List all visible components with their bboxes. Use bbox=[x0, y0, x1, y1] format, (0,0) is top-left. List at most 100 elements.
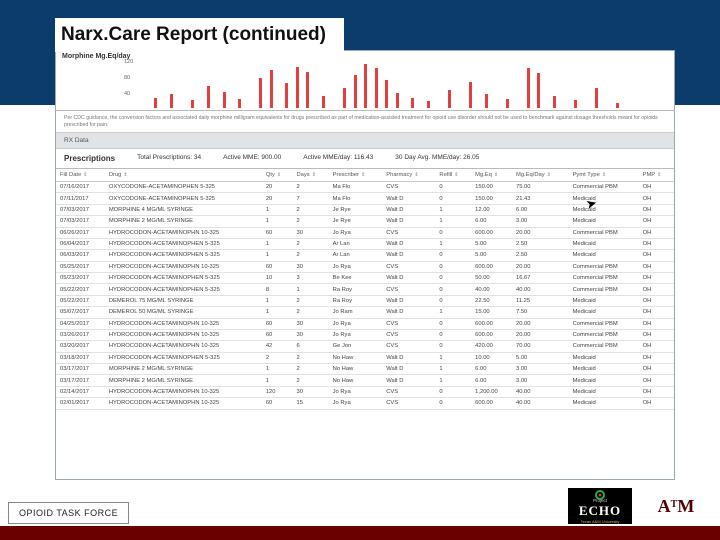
table-cell: 2 bbox=[292, 182, 328, 193]
table-cell: 60 bbox=[262, 398, 293, 409]
echo-ring-icon bbox=[595, 490, 605, 500]
table-cell: OH bbox=[639, 216, 674, 227]
table-row[interactable]: 04/25/2017HYDROCODON-ACETAMINOPHN 10-325… bbox=[56, 318, 674, 329]
table-cell: 22.50 bbox=[471, 295, 512, 306]
table-row[interactable]: 05/23/2017HYDROCODON-ACETAMINOPHEN 5-325… bbox=[56, 273, 674, 284]
table-row[interactable]: 05/22/2017DEMEROL 75 MG/ML SYRINGE12Ra R… bbox=[56, 295, 674, 306]
sort-icon[interactable]: ⇕ bbox=[312, 172, 316, 178]
column-header[interactable]: Pymt Type⇕ bbox=[569, 169, 639, 182]
footer-task-force-label: OPIOID TASK FORCE bbox=[8, 502, 129, 524]
table-cell: Walt D bbox=[382, 375, 435, 386]
table-cell: 03/18/2017 bbox=[56, 352, 105, 363]
chart-bar bbox=[616, 103, 619, 108]
table-cell: Medicaid bbox=[569, 364, 639, 375]
table-row[interactable]: 07/03/2017MORPHINE 2 MG/ML SYRINGE12Je R… bbox=[56, 216, 674, 227]
table-row[interactable]: 07/11/2017OXYCODONE-ACETAMINOPHEN 5-3252… bbox=[56, 193, 674, 204]
sort-icon[interactable]: ⇕ bbox=[494, 172, 498, 178]
column-header[interactable]: Refill⇕ bbox=[435, 169, 471, 182]
sort-icon[interactable]: ⇕ bbox=[277, 172, 281, 178]
table-cell: 2 bbox=[292, 216, 328, 227]
thirty-day-avg: 30 Day Avg. MME/day: 26.05 bbox=[395, 154, 479, 163]
column-header[interactable]: Mg.Eq/Day⇕ bbox=[512, 169, 569, 182]
table-row[interactable]: 02/14/2017HYDROCODON-ACETAMINOPHN 10-325… bbox=[56, 386, 674, 397]
sort-icon[interactable]: ⇕ bbox=[414, 172, 418, 178]
table-row[interactable]: 03/20/2017HYDROCODON-ACETAMINOPHN 10-325… bbox=[56, 341, 674, 352]
table-cell: CVS bbox=[382, 261, 435, 272]
table-row[interactable]: 06/26/2017HYDROCODON-ACETAMINOPHN 10-325… bbox=[56, 227, 674, 238]
table-cell: 02/14/2017 bbox=[56, 386, 105, 397]
sort-icon[interactable]: ⇕ bbox=[83, 172, 87, 178]
chart-ytick: 80 bbox=[124, 75, 130, 81]
column-header[interactable]: Qty⇕ bbox=[262, 169, 293, 182]
table-cell: Medicaid bbox=[569, 238, 639, 249]
table-row[interactable]: 05/07/2017DEMEROL 50 MG/ML SYRINGE12Jo R… bbox=[56, 307, 674, 318]
echo-main-text: ECHO bbox=[579, 503, 621, 519]
chart-bar bbox=[385, 80, 388, 108]
sort-icon[interactable]: ⇕ bbox=[361, 172, 365, 178]
table-row[interactable]: 03/17/2017MORPHINE 2 MG/ML SYRINGE12No H… bbox=[56, 364, 674, 375]
column-header[interactable]: Fill Date⇕ bbox=[56, 169, 105, 182]
table-cell: 40.00 bbox=[512, 284, 569, 295]
table-cell: 20.00 bbox=[512, 329, 569, 340]
column-header[interactable]: PMP⇕ bbox=[639, 169, 674, 182]
table-row[interactable]: 03/26/2017HYDROCODON-ACETAMINOPHN 10-325… bbox=[56, 329, 674, 340]
table-cell: 02/01/2017 bbox=[56, 398, 105, 409]
table-cell: CVS bbox=[382, 284, 435, 295]
table-cell: Medicaid bbox=[569, 386, 639, 397]
table-row[interactable]: 06/03/2017HYDROCODON-ACETAMINOPHEN 5-325… bbox=[56, 250, 674, 261]
table-cell: 600.00 bbox=[471, 398, 512, 409]
chart-bar bbox=[411, 98, 414, 108]
table-cell: OH bbox=[639, 398, 674, 409]
table-cell: HYDROCODON-ACETAMINOPHN 10-325 bbox=[105, 386, 262, 397]
table-cell: 2 bbox=[292, 250, 328, 261]
chart-bar bbox=[343, 88, 346, 108]
table-row[interactable]: 03/18/2017HYDROCODON-ACETAMINOPHEN 5-325… bbox=[56, 352, 674, 363]
sort-icon[interactable]: ⇕ bbox=[602, 172, 606, 178]
avg-value: 26.05 bbox=[463, 154, 479, 161]
sort-icon[interactable]: ⇕ bbox=[454, 172, 458, 178]
table-cell: 42 bbox=[262, 341, 293, 352]
table-cell: 10 bbox=[262, 273, 293, 284]
column-header[interactable]: Drug⇕ bbox=[105, 169, 262, 182]
table-cell: 20.00 bbox=[512, 227, 569, 238]
table-cell: 6 bbox=[292, 341, 328, 352]
table-cell: HYDROCODON-ACETAMINOPHEN 5-325 bbox=[105, 352, 262, 363]
column-header[interactable]: Days⇕ bbox=[292, 169, 328, 182]
table-cell: OH bbox=[639, 386, 674, 397]
sort-icon[interactable]: ⇕ bbox=[123, 172, 127, 178]
column-header[interactable]: Prescriber⇕ bbox=[329, 169, 383, 182]
table-cell: 2.50 bbox=[512, 238, 569, 249]
table-row[interactable]: 05/22/2017HYDROCODON-ACETAMINOPHEN 5-325… bbox=[56, 284, 674, 295]
table-cell: 3 bbox=[292, 273, 328, 284]
table-row[interactable]: 07/16/2017OXYCODONE-ACETAMINOPHEN 5-3252… bbox=[56, 182, 674, 193]
table-cell: MORPHINE 4 MG/ML SYRINGE bbox=[105, 204, 262, 215]
table-cell: 1 bbox=[262, 238, 293, 249]
table-cell: 2 bbox=[292, 307, 328, 318]
table-cell: MORPHINE 2 MG/ML SYRINGE bbox=[105, 364, 262, 375]
table-cell: OH bbox=[639, 273, 674, 284]
column-header[interactable]: Mg.Eq⇕ bbox=[471, 169, 512, 182]
chart-bar bbox=[170, 94, 173, 108]
table-cell: Ra Roy bbox=[329, 284, 383, 295]
table-cell: 60 bbox=[262, 329, 293, 340]
table-cell: 600.00 bbox=[471, 318, 512, 329]
sort-icon[interactable]: ⇕ bbox=[657, 172, 661, 178]
table-cell: Ra Roy bbox=[329, 295, 383, 306]
table-cell: 0 bbox=[435, 284, 471, 295]
table-cell: 06/04/2017 bbox=[56, 238, 105, 249]
table-cell: CVS bbox=[382, 227, 435, 238]
table-cell: 0 bbox=[435, 227, 471, 238]
table-row[interactable]: 03/17/2017MORPHINE 2 MG/ML SYRINGE12No H… bbox=[56, 375, 674, 386]
table-row[interactable]: 02/01/2017HYDROCODON-ACETAMINOPHN 10-325… bbox=[56, 398, 674, 409]
table-cell: 0 bbox=[435, 341, 471, 352]
table-cell: 03/17/2017 bbox=[56, 375, 105, 386]
table-row[interactable]: 06/04/2017HYDROCODON-ACETAMINOPHEN 5-325… bbox=[56, 238, 674, 249]
rx-data-header: RX Data bbox=[56, 133, 674, 149]
column-header[interactable]: Pharmacy⇕ bbox=[382, 169, 435, 182]
table-cell: 05/25/2017 bbox=[56, 261, 105, 272]
table-row[interactable]: 05/25/2017HYDROCODON-ACETAMINOPHN 10-325… bbox=[56, 261, 674, 272]
sort-icon[interactable]: ⇕ bbox=[547, 172, 551, 178]
table-cell: Jo Rya bbox=[329, 227, 383, 238]
table-cell: 20 bbox=[262, 182, 293, 193]
table-row[interactable]: 07/03/2017MORPHINE 4 MG/ML SYRINGE12Je R… bbox=[56, 204, 674, 215]
